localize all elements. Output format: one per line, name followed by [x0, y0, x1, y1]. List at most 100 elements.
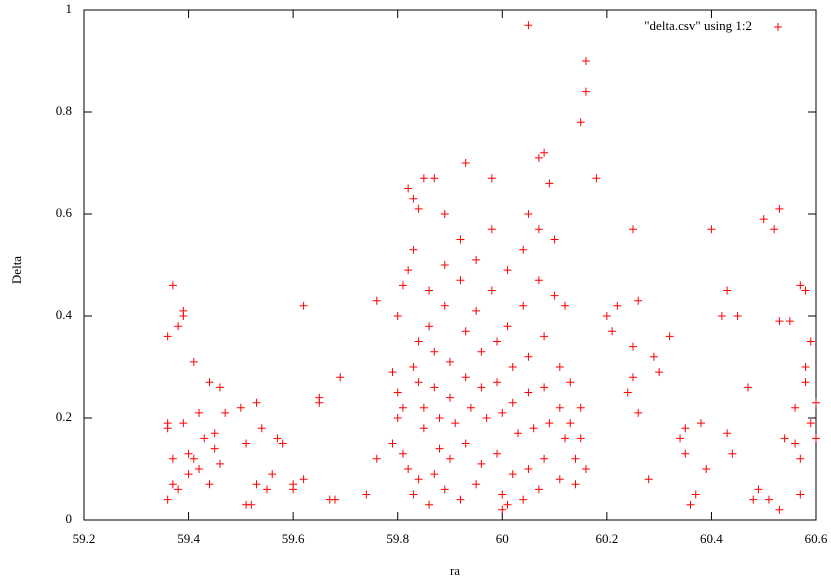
point: [561, 434, 570, 443]
point: [524, 352, 533, 361]
point: [576, 403, 585, 412]
point: [179, 419, 188, 428]
point: [487, 174, 496, 183]
point: [503, 266, 512, 275]
point: [540, 148, 549, 157]
point: [655, 368, 664, 377]
point: [733, 312, 742, 320]
point: [634, 296, 643, 305]
point: [540, 332, 549, 341]
point: [263, 485, 271, 494]
point: [419, 403, 428, 412]
point: [409, 363, 418, 371]
y-tick-label: 0.8: [56, 103, 72, 118]
point: [555, 403, 564, 412]
point: [404, 465, 413, 473]
point: [440, 261, 449, 269]
point: [513, 429, 522, 438]
point: [759, 215, 768, 224]
point: [791, 439, 800, 448]
point: [801, 378, 810, 387]
point: [168, 281, 177, 290]
point: [477, 383, 486, 392]
point: [278, 439, 287, 448]
point: [487, 225, 496, 234]
point: [215, 459, 224, 468]
point: [195, 408, 204, 417]
point: [404, 266, 413, 275]
point: [388, 439, 397, 448]
point: [430, 174, 439, 183]
point: [273, 434, 282, 443]
point: [566, 419, 575, 428]
point: [629, 225, 637, 234]
point: [362, 490, 371, 499]
point: [446, 393, 454, 402]
point: [168, 454, 177, 463]
point: [550, 235, 559, 244]
point: [644, 475, 653, 484]
point: [785, 317, 794, 326]
point: [414, 337, 423, 346]
point: [236, 403, 245, 412]
point: [519, 245, 528, 254]
point: [508, 470, 517, 479]
point: [806, 337, 815, 346]
point: [728, 449, 737, 458]
point: [446, 454, 454, 463]
point: [555, 475, 564, 484]
point: [634, 408, 643, 417]
point: [717, 312, 726, 320]
point: [252, 480, 261, 489]
point: [252, 398, 261, 407]
point: [461, 439, 470, 448]
point: [681, 449, 690, 458]
point: [529, 424, 538, 433]
point: [461, 159, 470, 167]
point: [430, 347, 439, 356]
point: [179, 312, 188, 320]
point: [571, 480, 580, 489]
point: [184, 470, 193, 479]
point: [472, 480, 481, 489]
point: [336, 373, 345, 382]
point: [477, 459, 486, 468]
point: [440, 210, 449, 218]
point: [210, 429, 219, 438]
point: [398, 281, 407, 290]
point: [676, 434, 685, 443]
point: [174, 322, 183, 331]
point: [425, 500, 434, 509]
x-tick-label: 60.4: [700, 531, 723, 546]
point: [540, 383, 549, 392]
point: [649, 352, 658, 361]
point: [812, 398, 820, 407]
point: [299, 475, 308, 484]
point: [566, 378, 575, 387]
point: [696, 419, 705, 428]
point: [268, 470, 277, 479]
point: [414, 475, 423, 484]
point: [393, 388, 402, 397]
x-tick-label: 60.2: [595, 531, 618, 546]
point: [414, 204, 423, 213]
point: [780, 434, 789, 443]
point: [210, 444, 219, 453]
point: [796, 490, 805, 499]
point: [801, 286, 810, 295]
point: [414, 378, 423, 387]
point: [503, 500, 512, 509]
y-axis-label: Delta: [9, 256, 24, 284]
point: [534, 153, 543, 162]
point: [189, 454, 198, 463]
point: [493, 449, 502, 458]
point: [242, 439, 251, 448]
point: [764, 495, 773, 504]
point: [409, 245, 418, 254]
point: [576, 118, 585, 127]
point: [247, 500, 256, 509]
point: [163, 332, 172, 341]
point: [555, 363, 564, 371]
point: [472, 306, 481, 315]
